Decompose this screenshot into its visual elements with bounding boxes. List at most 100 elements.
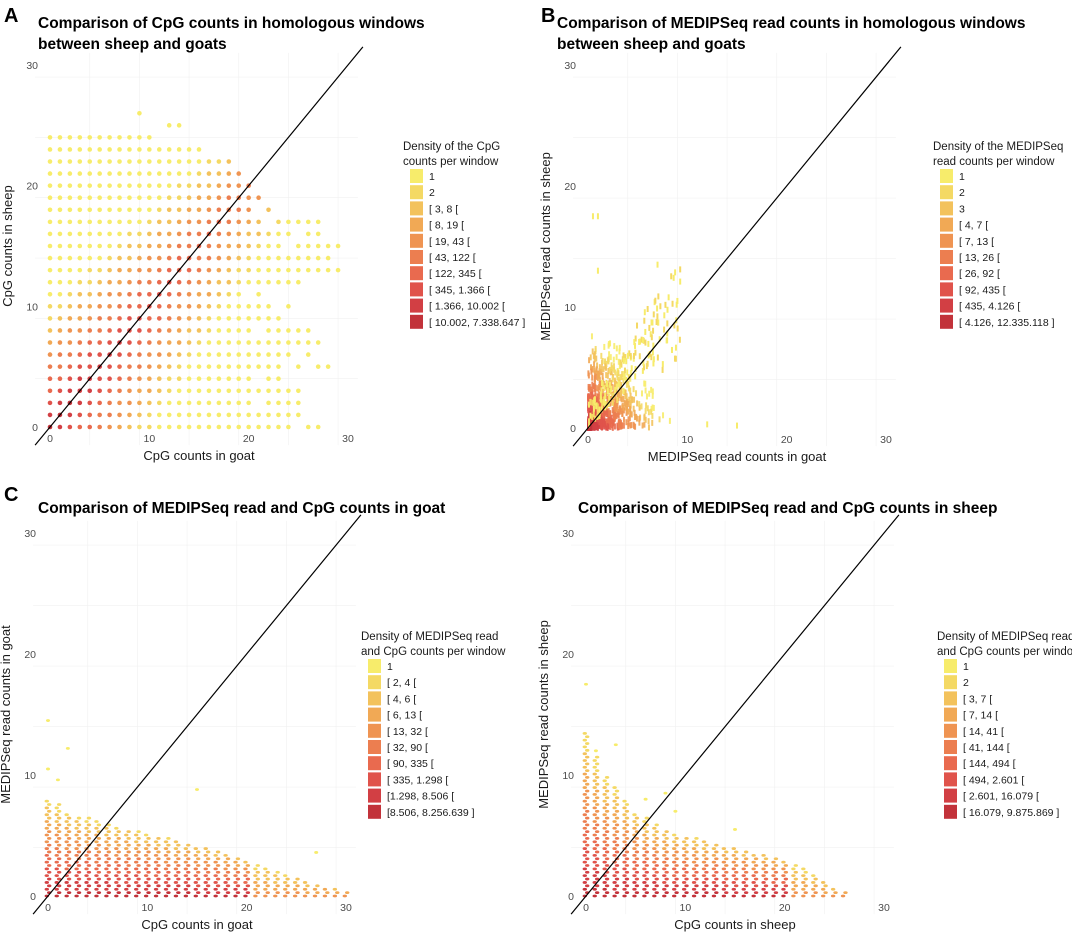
legend-label: 2: [963, 677, 969, 689]
data-point: [193, 887, 198, 891]
x-axis-label: CpG counts in goat: [143, 448, 255, 463]
data-point: [74, 887, 79, 891]
data-point: [153, 853, 159, 857]
data-point: [196, 340, 202, 345]
data-point: [652, 360, 655, 367]
data-point: [646, 405, 649, 412]
data-point: [711, 887, 717, 891]
data-point: [107, 304, 112, 309]
data-point: [283, 881, 288, 884]
data-point: [283, 887, 288, 891]
data-point: [186, 388, 192, 394]
data-point: [593, 356, 596, 363]
data-point: [47, 364, 53, 369]
data-point: [196, 171, 202, 176]
y-tick-label: 20: [24, 649, 36, 661]
data-point: [704, 884, 709, 888]
data-point: [694, 837, 699, 840]
data-point: [256, 267, 261, 273]
data-point: [156, 207, 162, 213]
legend-swatch: [410, 233, 423, 248]
data-point: [582, 867, 587, 871]
legend-swatch: [410, 282, 423, 297]
data-point: [233, 860, 238, 864]
data-point: [226, 340, 232, 345]
data-point: [731, 874, 736, 878]
data-point: [601, 401, 604, 408]
data-point: [295, 884, 300, 888]
data-point: [147, 376, 152, 382]
data-point: [711, 894, 717, 898]
data-point: [684, 850, 689, 854]
data-point: [87, 171, 93, 176]
data-point: [176, 304, 182, 309]
data-point: [116, 877, 121, 881]
data-point: [137, 267, 142, 273]
data-point: [643, 309, 646, 316]
data-point: [66, 850, 72, 854]
data-point: [627, 400, 630, 407]
data-point: [315, 884, 320, 888]
data-point: [156, 316, 162, 321]
data-point: [97, 412, 102, 418]
data-point: [196, 857, 201, 861]
data-point: [783, 891, 789, 895]
data-point: [124, 894, 129, 898]
data-point: [137, 291, 142, 297]
data-point: [594, 803, 600, 806]
data-point: [691, 874, 697, 878]
data-point: [147, 279, 152, 285]
data-point: [594, 762, 600, 766]
data-point: [226, 316, 232, 321]
data-point: [67, 424, 73, 430]
data-point: [763, 884, 769, 888]
data-point: [166, 877, 171, 881]
data-point: [127, 388, 132, 394]
data-point: [87, 135, 93, 140]
data-point: [57, 316, 63, 321]
data-point: [87, 328, 93, 333]
data-point: [87, 219, 93, 225]
data-point: [773, 891, 779, 895]
data-point: [599, 391, 602, 398]
data-point: [642, 833, 647, 837]
data-point: [753, 857, 759, 861]
data-point: [104, 894, 109, 898]
data-point: [223, 874, 228, 878]
data-point: [622, 874, 627, 878]
data-point: [731, 847, 736, 850]
data-point: [641, 367, 644, 374]
data-point: [654, 843, 659, 847]
data-point: [674, 355, 677, 362]
data-point: [648, 324, 651, 331]
data-point: [147, 364, 152, 369]
data-point: [647, 409, 650, 416]
data-point: [608, 387, 611, 394]
data-point: [137, 352, 142, 357]
data-point: [166, 219, 172, 225]
data-point: [608, 410, 611, 417]
data-point: [681, 881, 687, 884]
data-point: [599, 380, 602, 387]
data-point: [266, 412, 271, 418]
data-point: [342, 894, 347, 898]
data-point: [593, 418, 596, 425]
legend-swatch: [368, 659, 381, 673]
data-point: [176, 316, 182, 321]
data-point: [644, 387, 647, 394]
data-point: [216, 388, 222, 394]
data-point: [626, 352, 629, 359]
data-point: [675, 301, 678, 308]
data-point: [647, 352, 650, 359]
data-point: [582, 799, 587, 803]
data-point: [183, 881, 189, 884]
data-point: [117, 231, 122, 237]
data-point: [67, 231, 73, 237]
data-point: [127, 316, 132, 321]
data-point: [276, 388, 281, 394]
data-point: [147, 195, 152, 201]
data-point: [662, 840, 667, 844]
plot-grid: [573, 52, 896, 447]
data-point: [292, 894, 298, 898]
data-point: [594, 789, 600, 793]
